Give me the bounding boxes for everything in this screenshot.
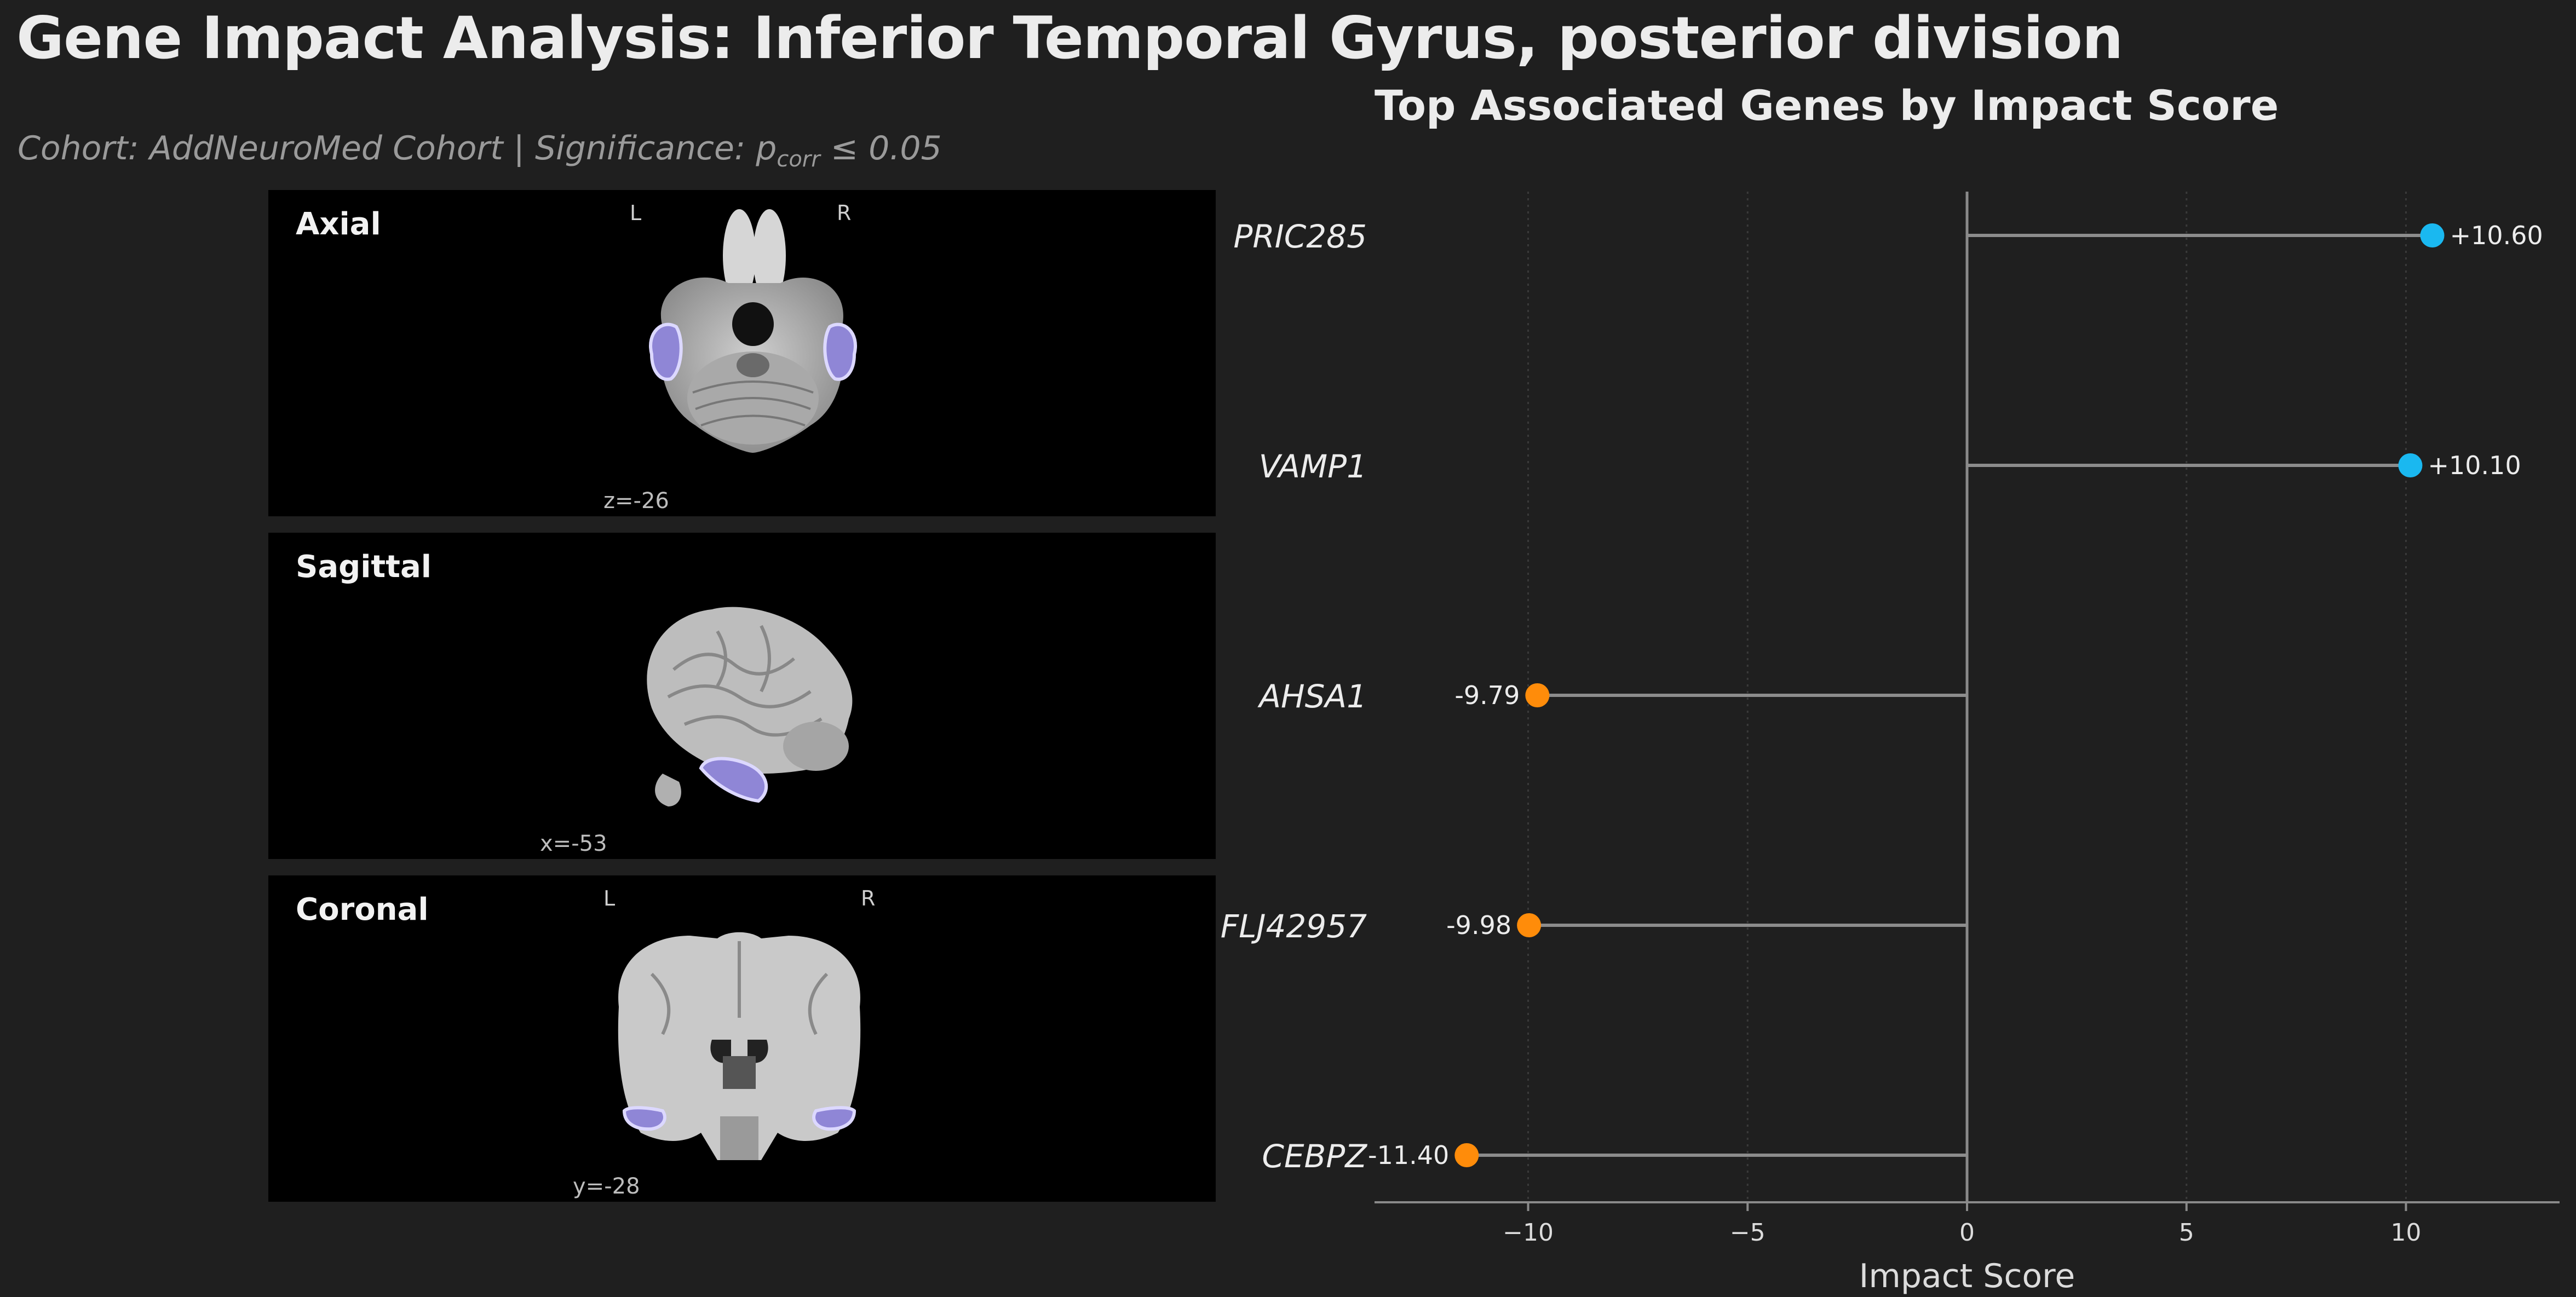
- page-subtitle: Cohort: AddNeuroMed Cohort | Significanc…: [18, 129, 942, 172]
- sagittal-label: Sagittal: [296, 549, 432, 585]
- x-tick-label: 5: [2179, 1219, 2194, 1247]
- coronal-left-marker: L: [603, 886, 616, 910]
- coronal-coordinate: y=-28: [573, 1174, 640, 1199]
- axial-left-marker: L: [630, 201, 642, 225]
- value-label: -9.79: [1454, 681, 1520, 710]
- sagittal-panel: Sagittal x=-53: [268, 533, 1216, 859]
- x-tick-label: 10: [2390, 1219, 2421, 1247]
- lollipop-point: [2398, 453, 2423, 477]
- coronal-label: Coronal: [296, 892, 429, 927]
- axial-panel: Axial L R z=-26: [268, 190, 1216, 516]
- lollipop-point: [1517, 913, 1542, 937]
- coronal-brain-image: [618, 932, 861, 1160]
- value-label: +10.10: [2428, 451, 2521, 480]
- x-tick-label: 0: [1959, 1219, 1975, 1247]
- x-tick-label: −5: [1730, 1219, 1766, 1247]
- x-tick-label: −10: [1503, 1219, 1554, 1247]
- x-axis-label: Impact Score: [1859, 1257, 2075, 1295]
- category-label: VAMP1: [1259, 448, 1367, 485]
- sagittal-coordinate: x=-53: [540, 831, 607, 856]
- coronal-right-marker: R: [861, 886, 876, 910]
- subtitle-subscript: corr: [777, 147, 820, 172]
- value-label: -11.40: [1368, 1140, 1449, 1170]
- lollipop-point: [2420, 223, 2445, 247]
- value-label: -9.98: [1446, 910, 1511, 940]
- subtitle-suffix: ≤ 0.05: [820, 129, 942, 168]
- category-label: AHSA1: [1257, 678, 1367, 715]
- subtitle-prefix: Cohort: AddNeuroMed Cohort | Significanc…: [18, 129, 777, 168]
- axial-coordinate: z=-26: [603, 488, 669, 514]
- chart-title: Top Associated Genes by Impact Score: [1375, 81, 2279, 130]
- axial-right-marker: R: [837, 201, 852, 225]
- lollipop-point: [1454, 1143, 1479, 1167]
- category-label: PRIC285: [1233, 218, 1367, 255]
- axial-label: Axial: [296, 206, 381, 242]
- value-label: +10.60: [2450, 221, 2543, 250]
- lollipop-point: [1525, 683, 1550, 707]
- category-label: FLJ42957: [1221, 908, 1367, 945]
- coronal-panel: Coronal L R y=-28: [268, 875, 1216, 1202]
- category-label: CEBPZ: [1262, 1138, 1367, 1175]
- axial-brain-image: [649, 209, 857, 453]
- page-title: Gene Impact Analysis: Inferior Temporal …: [16, 4, 2123, 72]
- sagittal-brain-image: [647, 607, 853, 806]
